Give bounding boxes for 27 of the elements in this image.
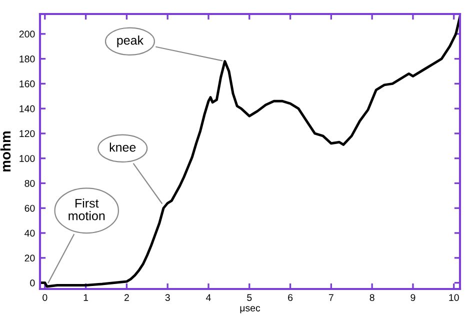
- x-tick-label: 1: [84, 294, 88, 301]
- x-tick-label: 0: [42, 294, 48, 301]
- y-tick-label: 60: [24, 204, 35, 212]
- y-tick-label: 180: [20, 56, 35, 62]
- x-tick-label: 5: [247, 294, 252, 301]
- annotation: First motion: [68, 198, 105, 220]
- y-tick-label: 100: [20, 155, 35, 162]
- y-tick-label: 120: [20, 130, 35, 138]
- y-tick-label: 40: [24, 230, 35, 237]
- x-tick-label: 4: [206, 294, 211, 301]
- x-tick-label: 7: [328, 294, 334, 301]
- x-axis-title: μsec: [240, 306, 260, 314]
- y-tick-label: 0: [30, 280, 35, 286]
- x-tick-label: 8: [370, 294, 374, 301]
- x-tick-label: 6: [288, 294, 293, 301]
- x-tick-label: 9: [410, 294, 416, 301]
- y-tick-label: 80: [24, 180, 35, 187]
- y-axis-title: mohm: [0, 132, 11, 172]
- y-tick-label: 160: [20, 80, 35, 88]
- x-tick-label: 3: [165, 294, 170, 301]
- x-tick-label: 10: [449, 294, 459, 301]
- y-tick-label: 20: [24, 254, 35, 262]
- y-tick-label: 140: [20, 105, 35, 112]
- annotation: peak: [117, 36, 144, 48]
- x-tick-label: 2: [124, 294, 129, 301]
- y-tick-label: 200: [19, 30, 35, 38]
- annotation: knee: [110, 142, 136, 152]
